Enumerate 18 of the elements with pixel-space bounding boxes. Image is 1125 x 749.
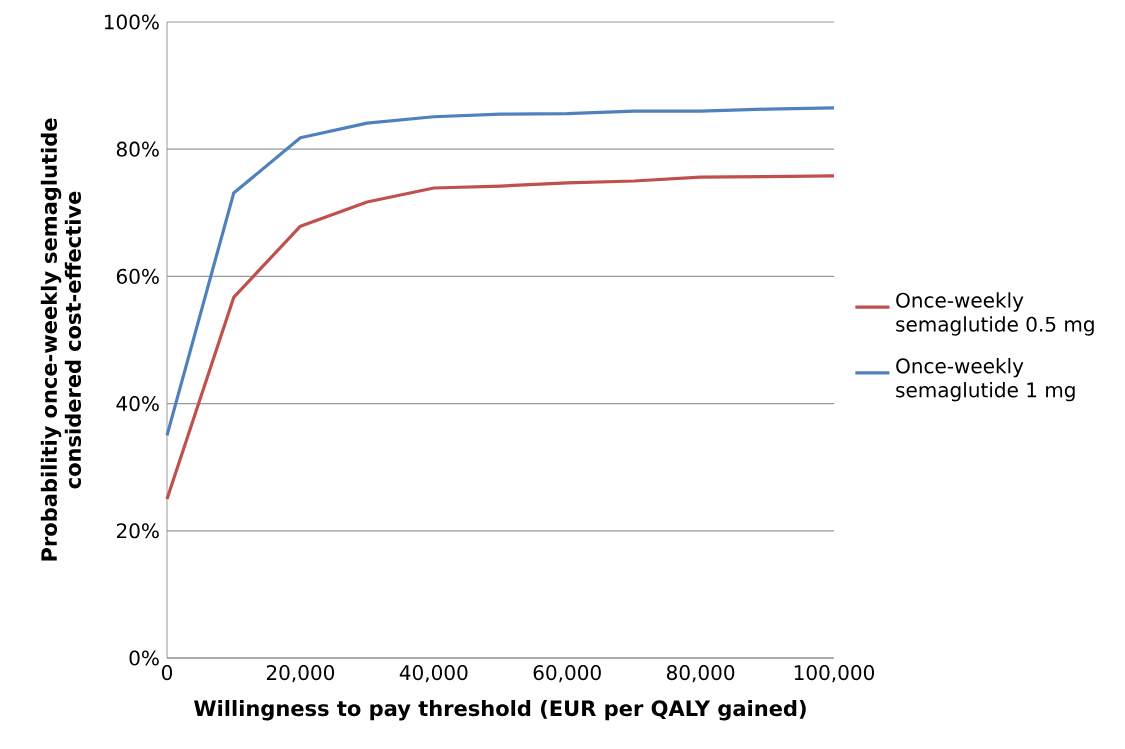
- x-tick-label: 60,000: [533, 665, 601, 683]
- line-series: [165, 174, 836, 501]
- legend-label: Once-weekly semaglutide 0.5 mg: [896, 292, 1094, 336]
- x-tick-label: 80,000: [666, 665, 735, 683]
- y-tick-label: 40%: [116, 396, 159, 412]
- legend-label: Once-weekly semaglutide 1 mg: [896, 357, 1075, 402]
- y-tick-label: 100%: [104, 14, 159, 30]
- y-tick-label: 60%: [116, 268, 159, 284]
- x-tick-label: 0: [161, 665, 173, 681]
- x-tick-label: 40,000: [399, 665, 468, 683]
- y-tick-label: 80%: [116, 141, 159, 157]
- line-series: [165, 106, 836, 437]
- x-tick-label: 100,000: [794, 665, 875, 683]
- y-axis-title: Probabilitiy once-weekly semaglutide considered cost-effective: [40, 118, 82, 561]
- x-tick-label: 20,000: [266, 665, 335, 683]
- y-tick-label: 0%: [129, 650, 159, 666]
- y-tick-label: 20%: [116, 523, 159, 539]
- x-axis-title: Willingness to pay threshold (EUR per QALY gained): [194, 699, 806, 721]
